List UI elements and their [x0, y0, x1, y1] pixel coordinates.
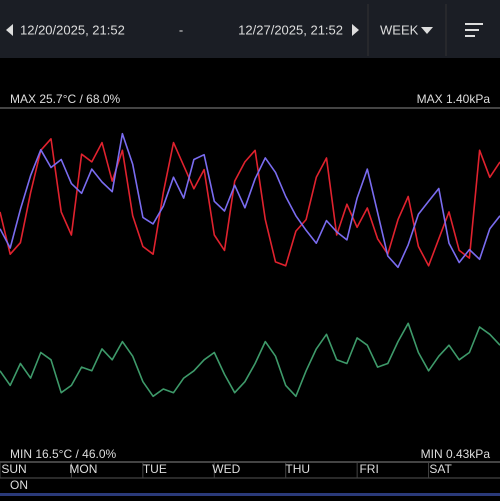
x-tick-label: WED: [212, 462, 240, 476]
max-right: MAX 1.40kPa: [417, 92, 491, 106]
x-tick-label: FRI: [359, 462, 378, 476]
max-left: MAX 25.7°C / 68.0%: [10, 92, 121, 106]
status-bar: [0, 493, 500, 496]
prev-arrow[interactable]: [6, 24, 13, 36]
x-tick-label: THU: [285, 462, 310, 476]
end-date[interactable]: 12/27/2025, 21:52: [238, 22, 343, 37]
min-right: MIN 0.43kPa: [421, 447, 491, 461]
start-date[interactable]: 12/20/2025, 21:52: [20, 22, 125, 37]
series-line: [0, 322, 500, 398]
status: ON: [10, 478, 28, 492]
next-arrow[interactable]: [352, 24, 359, 36]
series-line: [0, 138, 500, 267]
x-tick-label: TUE: [143, 462, 167, 476]
x-tick-label: SUN: [1, 462, 26, 476]
separator: -: [179, 22, 183, 37]
x-tick-label: MON: [69, 462, 97, 476]
series-line: [0, 132, 500, 269]
x-tick-label: SAT: [429, 462, 452, 476]
dropdown-arrow[interactable]: [421, 27, 433, 34]
min-left: MIN 16.5°C / 46.0%: [10, 447, 117, 461]
range-select[interactable]: WEEK: [380, 22, 419, 37]
header-bar: [0, 0, 500, 58]
menu-icon[interactable]: [465, 23, 483, 37]
